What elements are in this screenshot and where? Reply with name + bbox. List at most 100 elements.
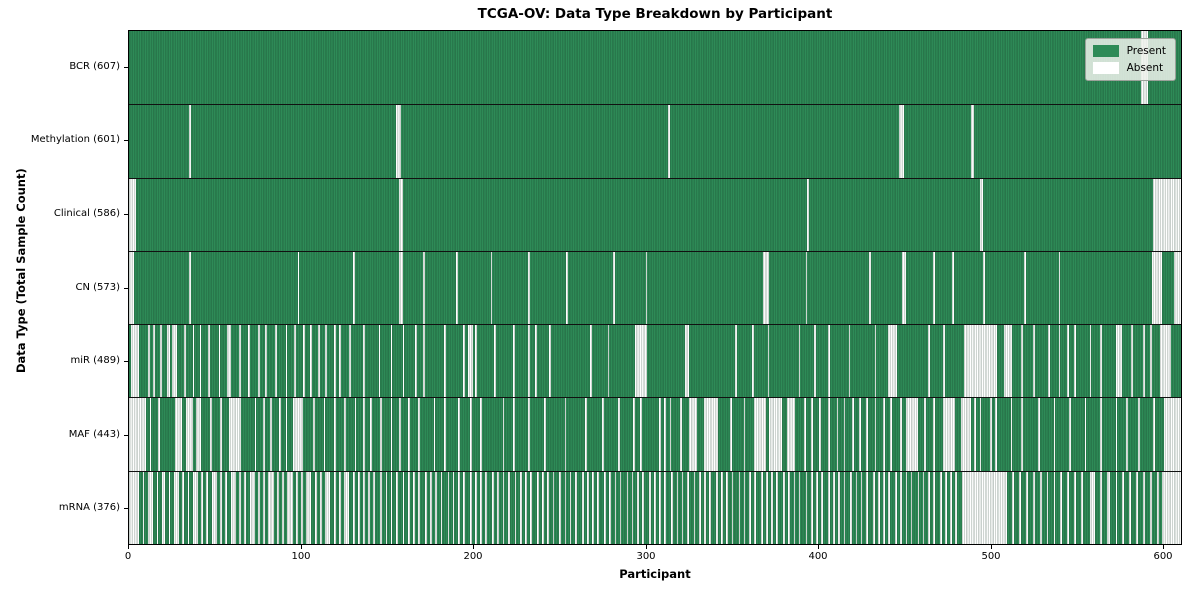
x-axis-label: Participant [619, 567, 691, 581]
absent-stripe [645, 250, 648, 325]
absent-stripe [1153, 397, 1156, 471]
plot-area: Present Absent [128, 30, 1182, 545]
absent-stripe [1074, 470, 1076, 544]
absent-stripe [277, 470, 279, 544]
absent-stripe [1003, 324, 1013, 398]
absent-stripe [581, 470, 584, 544]
absent-stripe [1100, 397, 1102, 471]
absent-stripe [129, 177, 136, 251]
absent-stripe [258, 470, 260, 544]
absent-stripe [1020, 324, 1023, 398]
absent-stripe [480, 397, 482, 471]
absent-stripe [685, 324, 689, 398]
absent-stripe [877, 470, 880, 544]
absent-stripe [530, 470, 532, 544]
absent-stripe [373, 470, 376, 544]
absent-stripe [910, 470, 913, 544]
absent-stripe [900, 470, 903, 544]
absent-stripe [189, 250, 191, 325]
absent-stripe [294, 324, 296, 398]
absent-stripe [339, 470, 341, 544]
absent-stripe [440, 470, 443, 544]
absent-stripe [752, 324, 754, 398]
absent-stripe [166, 324, 171, 398]
absent-stripe [1089, 324, 1092, 398]
absent-stripe [297, 250, 300, 325]
absent-stripe [423, 324, 426, 398]
absent-stripe [368, 470, 371, 544]
absent-stripe [528, 250, 531, 325]
absent-stripe [681, 470, 684, 544]
absent-stripe [1060, 470, 1063, 544]
absent-stripe [1020, 397, 1023, 471]
absent-stripe [552, 470, 555, 544]
absent-stripe [1100, 324, 1102, 398]
absent-stripe [333, 470, 336, 544]
absent-stripe [1153, 177, 1181, 251]
absent-stripe [325, 470, 331, 544]
absent-stripe [859, 397, 861, 471]
absent-stripe [559, 470, 562, 544]
absent-stripe [168, 470, 171, 544]
absent-stripe [323, 397, 326, 471]
absent-stripe [1137, 397, 1140, 471]
absent-stripe [843, 470, 846, 544]
absent-stripe [325, 324, 327, 398]
absent-stripe [161, 470, 166, 544]
absent-stripe [669, 397, 672, 471]
absent-stripe [805, 470, 808, 544]
absent-stripe [902, 250, 906, 325]
absent-stripe [982, 250, 985, 325]
absent-stripe [268, 470, 274, 544]
absent-stripe [265, 324, 267, 398]
absent-stripe [619, 470, 622, 544]
absent-stripe [463, 324, 465, 398]
absent-stripe [810, 397, 813, 471]
absent-stripe [633, 397, 636, 471]
absent-stripe [469, 470, 472, 544]
absent-stripe [402, 470, 405, 544]
absent-stripe [970, 104, 975, 178]
absent-stripe [769, 397, 782, 471]
absent-stripe [287, 470, 293, 544]
absent-stripe [247, 324, 250, 398]
absent-stripe [1106, 470, 1111, 544]
absent-stripe [475, 470, 477, 544]
absent-stripe [306, 470, 312, 544]
absent-stripe [735, 324, 737, 398]
absent-stripe [924, 397, 927, 471]
absent-stripe [463, 470, 465, 544]
absent-stripe [333, 324, 336, 398]
absent-stripe [270, 397, 272, 471]
absent-stripe [1067, 324, 1070, 398]
absent-stripe [456, 250, 458, 325]
absent-stripe [852, 397, 854, 471]
absent-stripe [244, 470, 247, 544]
absent-stripe [1053, 397, 1056, 471]
absent-stripe [390, 470, 393, 544]
absent-stripe [363, 397, 365, 471]
x-tick-mark [473, 545, 474, 549]
absent-stripe [1151, 250, 1163, 325]
absent-stripe [585, 397, 587, 471]
absent-stripe [836, 397, 839, 471]
absent-stripe [258, 324, 260, 398]
absent-stripe [542, 470, 544, 544]
absent-stripe [776, 470, 779, 544]
absent-stripe [636, 470, 639, 544]
absent-stripe [492, 470, 494, 544]
absent-stripe [626, 470, 629, 544]
absent-stripe [142, 470, 145, 544]
absent-stripe [819, 397, 822, 471]
absent-stripe [497, 470, 500, 544]
absent-stripe [762, 250, 770, 325]
absent-stripe [278, 397, 281, 471]
absent-stripe [612, 250, 615, 325]
absent-stripe [693, 470, 696, 544]
x-tick-mark [128, 545, 129, 549]
absent-stripe [129, 250, 135, 325]
absent-stripe [828, 470, 830, 544]
absent-stripe [704, 470, 706, 544]
absent-stripe [1039, 470, 1042, 544]
absent-stripe [664, 397, 667, 471]
